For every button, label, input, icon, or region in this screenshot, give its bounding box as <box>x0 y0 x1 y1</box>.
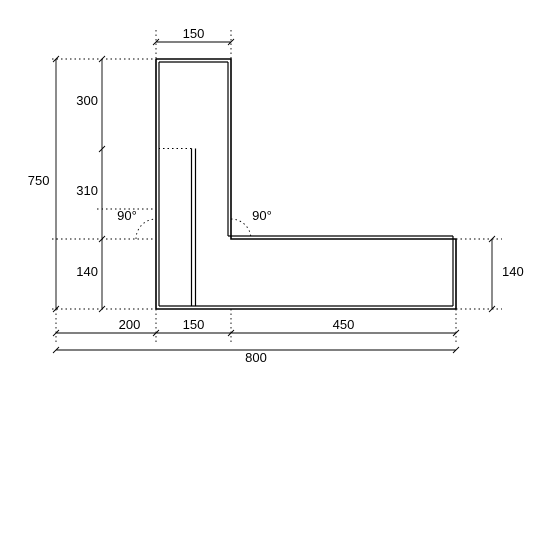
dimension-label: 150 <box>183 317 205 332</box>
dimension-label: 310 <box>76 183 98 198</box>
angle-arc <box>136 219 156 239</box>
dimension-label: 750 <box>28 173 50 188</box>
dimension-label: 800 <box>245 350 267 365</box>
angle-label: 90° <box>117 208 137 223</box>
dimension-label: 140 <box>76 264 98 279</box>
dimension-label: 200 <box>119 317 141 332</box>
dimension-label: 150 <box>183 26 205 41</box>
dimension-label: 140 <box>502 264 524 279</box>
angle-label: 90° <box>252 208 272 223</box>
dimension-label: 450 <box>333 317 355 332</box>
dimension-label: 300 <box>76 93 98 108</box>
part-outline <box>156 59 456 309</box>
